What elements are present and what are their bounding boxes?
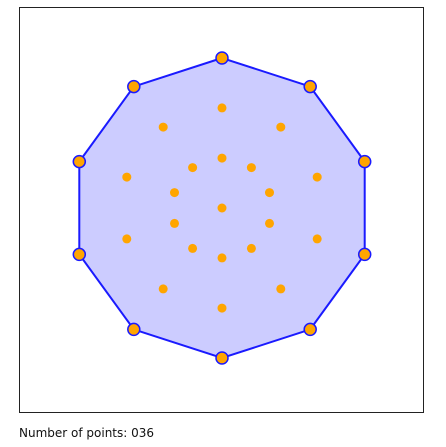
center-point	[217, 203, 227, 213]
interior-point	[158, 122, 168, 132]
interior-point	[122, 172, 132, 182]
interior-point	[188, 243, 198, 253]
polygon-vertex	[303, 322, 317, 337]
polygon-vertex	[357, 154, 372, 169]
polygon-vertex	[127, 322, 141, 337]
interior-point	[265, 218, 274, 228]
status-text: Number of points: 036	[19, 426, 155, 440]
polygon-vertex	[215, 351, 229, 365]
interior-point	[170, 188, 179, 198]
interior-point	[217, 153, 227, 163]
interior-point	[246, 163, 256, 173]
interior-point	[312, 234, 322, 244]
interior-point	[276, 122, 286, 132]
interior-point	[265, 188, 274, 198]
polygon-vertex	[72, 154, 87, 169]
polygon-vertex	[357, 247, 372, 262]
interior-point	[217, 253, 227, 263]
interior-point	[170, 218, 179, 228]
interior-point	[217, 103, 227, 113]
interior-point	[276, 284, 286, 294]
interior-point	[312, 172, 322, 182]
interior-point	[158, 284, 168, 294]
polygon-vertex	[72, 247, 87, 262]
interior-point	[122, 234, 132, 244]
polygon-vertex	[215, 51, 229, 65]
interior-point	[246, 243, 256, 253]
interior-point	[217, 303, 227, 313]
polygon-vertex	[303, 79, 317, 94]
interior-point	[188, 163, 198, 173]
polygon-vertex	[127, 79, 141, 94]
